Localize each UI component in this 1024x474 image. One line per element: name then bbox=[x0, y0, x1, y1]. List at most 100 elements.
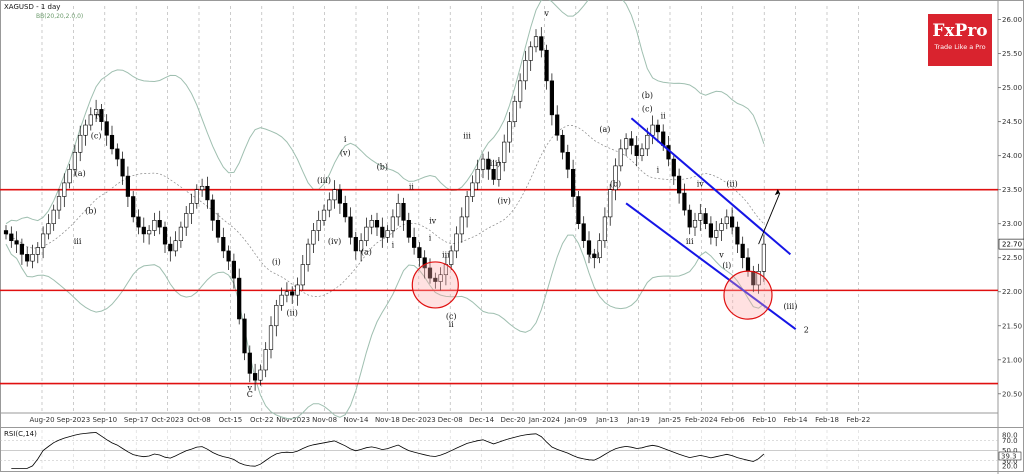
candle-body bbox=[634, 145, 639, 156]
rsi-tick-label: 80.0 bbox=[1002, 432, 1018, 440]
x-tick-label: Dec-20 bbox=[501, 416, 526, 424]
candle-body bbox=[168, 243, 173, 252]
y-tick-label: 23.00 bbox=[1002, 220, 1022, 228]
highlight-circle bbox=[411, 261, 459, 309]
candle-body bbox=[99, 109, 104, 122]
candle-body bbox=[459, 216, 464, 235]
candle-body bbox=[337, 189, 343, 204]
candle-body bbox=[152, 220, 157, 231]
candle-body bbox=[692, 220, 698, 228]
candle-body bbox=[305, 243, 311, 265]
chart-title: XAGUSD - 1 day bbox=[4, 3, 60, 11]
candle-body bbox=[396, 202, 401, 218]
x-tick-label: Dec-2023 bbox=[402, 416, 436, 424]
y-tick-label: 20.50 bbox=[1002, 390, 1022, 398]
candle-body bbox=[147, 230, 152, 235]
candle-body bbox=[565, 151, 570, 170]
candle-body bbox=[714, 230, 719, 238]
y-tick-label: 22.50 bbox=[1002, 254, 1022, 262]
candle-body bbox=[258, 369, 263, 381]
x-tick-label: Sep-2023 bbox=[57, 416, 91, 424]
candle-body bbox=[597, 240, 602, 259]
candle-body bbox=[650, 124, 655, 136]
wave-label: (i) bbox=[272, 258, 281, 267]
candle-body bbox=[740, 243, 745, 259]
y-tick-label: 24.50 bbox=[1002, 118, 1022, 126]
wave-label: (iv) bbox=[328, 237, 341, 246]
wave-label: iv bbox=[697, 179, 705, 188]
rsi-tick-label: 30.0 bbox=[1002, 457, 1018, 465]
candle-body bbox=[94, 109, 99, 116]
wave-label: 2 bbox=[804, 326, 809, 335]
candle-body bbox=[157, 220, 162, 228]
candle-body bbox=[454, 233, 459, 252]
candle-body bbox=[629, 138, 634, 146]
wave-label: (i) bbox=[722, 261, 731, 270]
rsi-tick-label: 20.0 bbox=[1002, 462, 1018, 470]
candle-body bbox=[502, 141, 507, 163]
candle-body bbox=[745, 257, 751, 272]
x-tick-label: Feb-22 bbox=[846, 416, 870, 424]
x-tick-label: Oct-2023 bbox=[151, 416, 183, 424]
candle-body bbox=[205, 185, 210, 201]
candle-body bbox=[279, 294, 284, 306]
wave-label: (ii) bbox=[287, 309, 298, 318]
candle-body bbox=[25, 254, 30, 262]
candle-body bbox=[602, 216, 607, 242]
candle-body bbox=[215, 220, 221, 238]
projection-arrow bbox=[758, 192, 781, 245]
candle-body bbox=[756, 271, 761, 286]
candle-body bbox=[411, 237, 417, 248]
candle-body bbox=[189, 202, 194, 214]
candle-body bbox=[417, 247, 422, 259]
candle-body bbox=[639, 148, 645, 156]
candle-body bbox=[570, 168, 576, 197]
wave-label: (a) bbox=[361, 247, 372, 256]
candle-body bbox=[62, 182, 67, 197]
y-tick-label: 22.00 bbox=[1002, 288, 1022, 296]
candle-body bbox=[401, 202, 406, 221]
candle-body bbox=[533, 36, 539, 48]
candle-body bbox=[210, 199, 215, 221]
candle-body bbox=[586, 240, 592, 255]
x-tick-label: Jan-19 bbox=[626, 416, 649, 424]
candle-body bbox=[358, 240, 364, 252]
candle-body bbox=[364, 226, 369, 242]
wave-label: i bbox=[392, 241, 395, 250]
candle-body bbox=[549, 80, 554, 116]
candle-body bbox=[687, 209, 692, 228]
rsi-panel-frame bbox=[0, 427, 1024, 472]
candle-body bbox=[523, 60, 528, 82]
candle-body bbox=[676, 175, 682, 194]
candle-body bbox=[194, 189, 199, 204]
x-tick-label: Jan-09 bbox=[564, 416, 587, 424]
candle-body bbox=[512, 100, 517, 122]
y-tick-label: 21.00 bbox=[1002, 356, 1022, 364]
candle-body bbox=[104, 121, 109, 136]
x-tick-label: Feb-10 bbox=[752, 416, 776, 424]
x-tick-label: Feb-2024 bbox=[685, 416, 718, 424]
candle-body bbox=[486, 158, 491, 170]
wave-label: (iv) bbox=[498, 196, 511, 205]
candle-body bbox=[698, 213, 703, 221]
candle-body bbox=[327, 199, 332, 211]
candle-body bbox=[311, 230, 316, 245]
wave-label: iv bbox=[429, 217, 437, 226]
candle-body bbox=[120, 158, 125, 177]
x-tick-label: Oct-15 bbox=[219, 416, 243, 424]
current-price-label: 22.70 bbox=[1002, 241, 1022, 249]
candle-body bbox=[539, 36, 544, 51]
candle-body bbox=[9, 233, 14, 242]
candle-body bbox=[72, 151, 77, 170]
x-tick-label: Feb-06 bbox=[721, 416, 745, 424]
candle-body bbox=[438, 274, 443, 282]
candle-body bbox=[268, 325, 274, 350]
candle-body bbox=[343, 202, 348, 218]
wave-label: (b) bbox=[642, 91, 653, 100]
candle-body bbox=[3, 230, 9, 235]
wave-label: iii bbox=[74, 237, 82, 246]
candle-body bbox=[221, 237, 226, 252]
x-tick-label: Nov-2023 bbox=[276, 416, 310, 424]
candle-body bbox=[231, 260, 237, 279]
